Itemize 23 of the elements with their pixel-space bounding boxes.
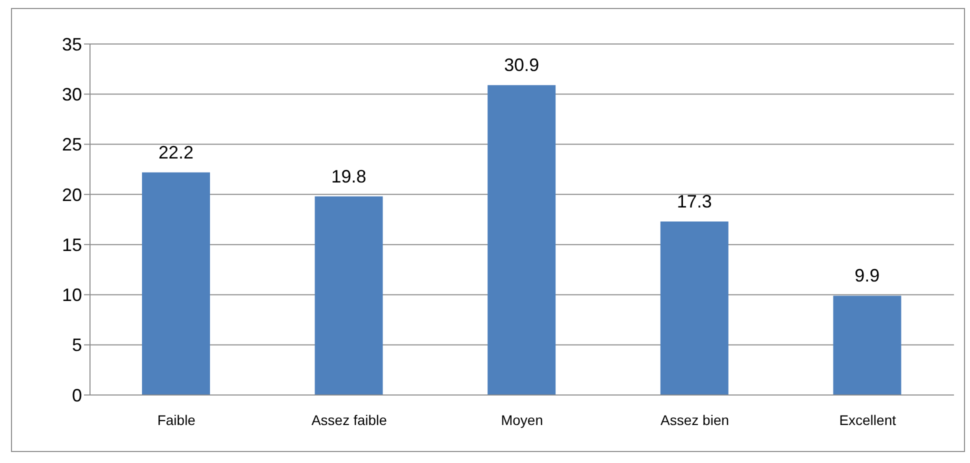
bar [142,172,210,395]
data-label: 17.3 [676,192,712,212]
data-label: 19.8 [331,166,366,186]
y-tick-label: 20 [62,184,82,205]
data-label: 9.9 [854,266,880,286]
x-tick-label: Excellent [839,412,896,428]
x-tick-label: Faible [157,412,196,428]
data-label: 22.2 [158,142,194,162]
x-tick-label: Assez faible [311,412,388,428]
y-tick-label: 0 [72,385,82,406]
y-tick-label: 5 [72,335,82,356]
bar [488,85,556,395]
bar [660,222,728,395]
data-label: 30.9 [504,55,540,76]
y-tick-label: 30 [62,84,82,105]
x-tick-label: Moyen [500,412,544,428]
y-tick-label: 25 [62,134,82,155]
bar [314,196,383,395]
y-tick-label: 35 [62,34,82,54]
y-tick-label: 15 [62,234,82,255]
bar [833,296,902,395]
x-tick-label: Assez bien [660,412,730,428]
y-tick-label: 10 [62,285,82,306]
